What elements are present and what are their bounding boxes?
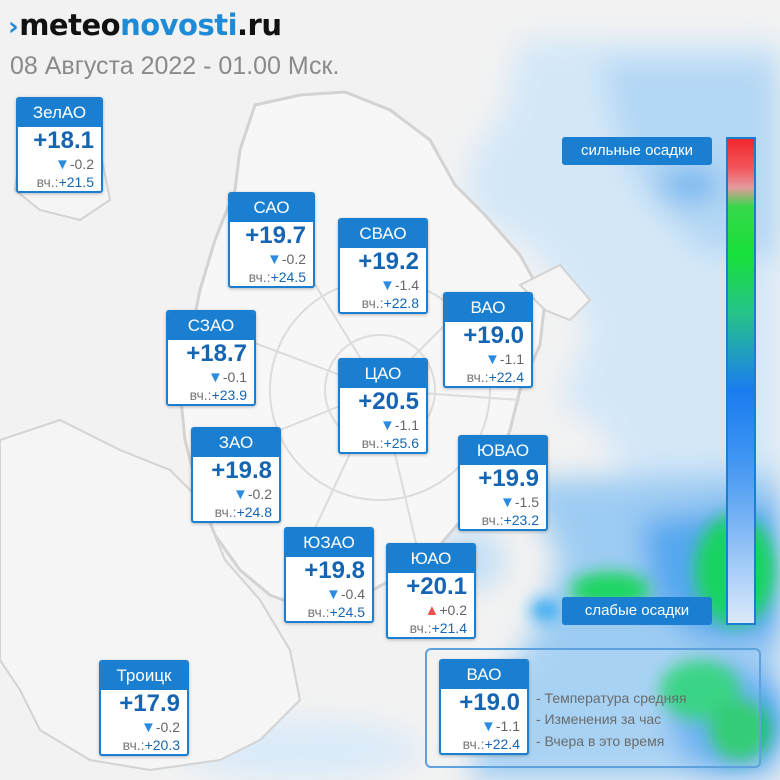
district-card-troitsk: Троицк +17.9 ▼-0.2 вч.:+20.3 [99,660,189,756]
yesterday-temp: вч.:+25.6 [361,435,419,451]
hourly-change: ▼-0.2 [267,251,306,268]
hourly-change: ▼-0.2 [233,486,272,503]
district-name: ВАО [441,661,527,689]
arrow-down-icon: ▼ [380,277,395,294]
district-card-svao: СВАО +19.2 ▼-1.4 вч.:+22.8 [338,218,428,314]
hourly-change: ▼-0.1 [208,369,247,386]
temperature: +19.7 [245,222,306,249]
district-card-yuao: ЮАО +20.1 ▲+0.2 вч.:+21.4 [386,543,476,639]
arrow-down-icon: ▼ [267,251,282,268]
temperature: +17.9 [119,690,180,717]
district-card-yuvao: ЮВАО +19.9 ▼-1.5 вч.:+23.2 [458,435,548,531]
district-card-yuzao: ЮЗАО +19.8 ▼-0.4 вч.:+24.5 [284,527,374,623]
district-name: ЮВАО [460,437,546,465]
temperature: +19.0 [463,322,524,349]
legend-line-temperature: - Температура средняя [536,690,687,706]
logo-mark: › [8,12,19,42]
district-card-vao: ВАО +19.0 ▼-1.1 вч.:+22.4 [443,292,533,388]
district-name: ЗАО [193,429,279,457]
hourly-change: ▼-1.1 [481,718,520,735]
temperature: +19.8 [304,557,365,584]
district-name: ЦАО [340,360,426,388]
district-name: ЮАО [388,545,474,573]
yesterday-temp: вч.:+22.8 [361,295,419,311]
heavy-precip-label: сильные осадки [562,137,712,165]
hourly-change: ▼-0.2 [55,156,94,173]
yesterday-temp: вч.:+24.5 [248,269,306,285]
district-name: Троицк [101,662,187,690]
temperature: +18.1 [33,127,94,154]
arrow-down-icon: ▼ [141,719,156,736]
temperature: +19.2 [358,248,419,275]
legend-sample-card: ВАО +19.0 ▼-1.1 вч.:+22.4 [439,659,529,755]
arrow-down-icon: ▼ [208,369,223,386]
hourly-change: ▼-1.5 [500,494,539,511]
temperature: +19.9 [478,465,539,492]
yesterday-temp: вч.:+22.4 [462,736,520,752]
district-name: СЗАО [168,312,254,340]
arrow-down-icon: ▼ [485,351,500,368]
arrow-down-icon: ▼ [326,586,341,603]
yesterday-temp: вч.:+21.5 [36,174,94,190]
temperature: +20.5 [358,388,419,415]
hourly-change: ▼-0.4 [326,586,365,603]
hourly-change: ▼-1.4 [380,277,419,294]
arrow-down-icon: ▼ [380,417,395,434]
hourly-change: ▲+0.2 [424,602,468,619]
yesterday-temp: вч.:+20.3 [122,737,180,753]
arrow-down-icon: ▼ [55,156,70,173]
light-precip-label: слабые осадки [562,597,712,625]
yesterday-temp: вч.:+22.4 [466,369,524,385]
yesterday-temp: вч.:+23.9 [189,387,247,403]
temperature: +19.0 [459,689,520,716]
district-card-szao: СЗАО +18.7 ▼-0.1 вч.:+23.9 [166,310,256,406]
site-logo[interactable]: ›meteonovosti.ru [8,8,282,42]
legend-line-hourly-change: - Изменения за час [536,711,662,727]
hourly-change: ▼-1.1 [380,417,419,434]
district-card-cao: ЦАО +20.5 ▼-1.1 вч.:+25.6 [338,358,428,454]
district-name: ВАО [445,294,531,322]
temperature: +19.8 [211,457,272,484]
district-name: ЮЗАО [286,529,372,557]
district-name: ЗелАО [18,99,101,127]
district-name: САО [230,194,313,222]
logo-text-domain: .ru [237,8,282,42]
logo-text-meteo: meteo [19,8,121,42]
yesterday-temp: вч.:+24.5 [307,604,365,620]
legend-line-yesterday: - Вчера в это время [536,733,665,749]
datetime-subtitle: 08 Августа 2022 - 01.00 Мск. [10,52,340,80]
hourly-change: ▼-0.2 [141,719,180,736]
district-card-zao: ЗАО +19.8 ▼-0.2 вч.:+24.8 [191,427,281,523]
precipitation-color-scale [726,137,756,625]
arrow-up-icon: ▲ [424,602,440,619]
yesterday-temp: вч.:+21.4 [409,620,467,636]
hourly-change: ▼-1.1 [485,351,524,368]
logo-text-novosti: novosti [120,8,238,42]
district-name: СВАО [340,220,426,248]
yesterday-temp: вч.:+23.2 [481,512,539,528]
arrow-down-icon: ▼ [233,486,248,503]
temperature: +20.1 [406,573,467,600]
yesterday-temp: вч.:+24.8 [214,504,272,520]
arrow-down-icon: ▼ [481,718,496,735]
district-card-zelao: ЗелАО +18.1 ▼-0.2 вч.:+21.5 [16,97,103,193]
district-card-sao: САО +19.7 ▼-0.2 вч.:+24.5 [228,192,315,288]
temperature: +18.7 [186,340,247,367]
arrow-down-icon: ▼ [500,494,515,511]
